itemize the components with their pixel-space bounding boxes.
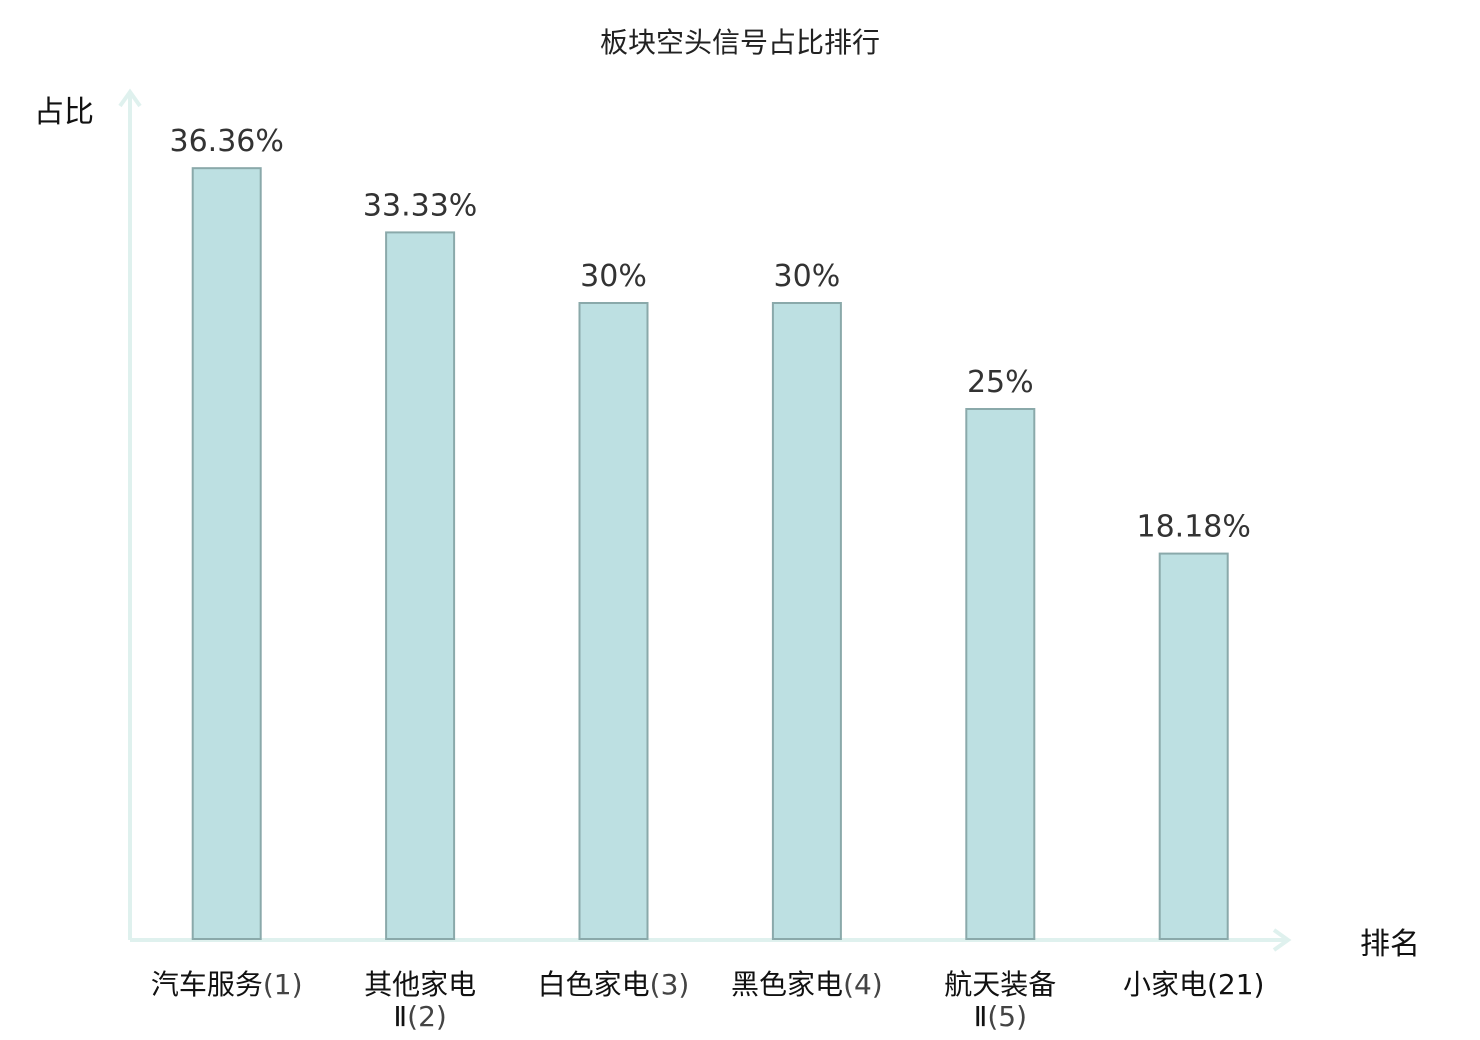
category-rank: (2) [407, 1000, 447, 1033]
category-name: Ⅱ [393, 1000, 407, 1033]
category-label: 黑色家电(4) [731, 968, 883, 1001]
y-axis-label: 占比 [34, 95, 94, 130]
bar [965, 408, 1036, 940]
category-name: 小家电 [1123, 968, 1207, 1001]
category-name: 黑色家电 [731, 968, 843, 1001]
chart-title: 板块空头信号占比排行 [600, 26, 880, 59]
category-name: 汽车服务 [151, 968, 263, 1001]
y-axis-arrow [118, 88, 142, 108]
value-label: 33.33% [363, 188, 477, 223]
category-name: 其他家电 [364, 968, 476, 1001]
value-label: 30% [774, 259, 841, 294]
category-label: 小家电(21) [1123, 968, 1265, 1001]
bar [771, 302, 842, 940]
value-label: 18.18% [1137, 510, 1251, 545]
category-rank: (5) [987, 1000, 1027, 1033]
category-label: 汽车服务(1) [151, 968, 303, 1001]
bar [1158, 552, 1229, 940]
category-name: 航天装备 [944, 968, 1056, 1001]
category-labels-group: 汽车服务(1) 其他家电 Ⅱ(2)白色家电(3) 黑色家电(4) 航天装备 Ⅱ(5)小家电… [151, 968, 1265, 1033]
value-labels-group: 36.36% 33.33% 30% 30% 25% 18.18% [170, 124, 1251, 544]
category-name: 白色家电 [538, 968, 650, 1001]
x-axis-label: 排名 [1360, 927, 1420, 962]
category-rank: (3) [650, 968, 690, 1001]
category-rank: (4) [843, 968, 883, 1001]
value-label: 36.36% [170, 124, 284, 159]
bar [191, 167, 262, 940]
value-label: 25% [967, 365, 1034, 400]
bars-group [191, 167, 1229, 941]
category-label: 航天装备 Ⅱ(5) [944, 968, 1056, 1033]
category-label: 白色家电(3) [538, 968, 690, 1001]
x-axis-arrow [1272, 928, 1292, 952]
category-label: 其他家电 Ⅱ(2) [364, 968, 476, 1033]
category-rank: (21) [1207, 968, 1264, 1001]
bar [385, 231, 456, 941]
bar [578, 302, 649, 940]
category-name: Ⅱ [974, 1000, 988, 1033]
value-label: 30% [580, 259, 647, 294]
category-rank: (1) [263, 968, 303, 1001]
